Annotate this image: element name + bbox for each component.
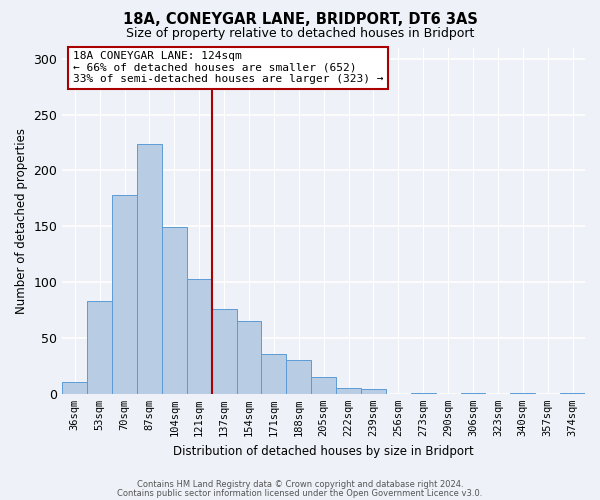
Bar [62,382,87,394]
Bar [461,392,485,394]
Bar [560,392,585,394]
Text: Contains public sector information licensed under the Open Government Licence v3: Contains public sector information licen… [118,488,482,498]
Text: Size of property relative to detached houses in Bridport: Size of property relative to detached ho… [126,28,474,40]
Bar [511,392,535,394]
Y-axis label: Number of detached properties: Number of detached properties [15,128,28,314]
Bar [262,354,286,394]
X-axis label: Distribution of detached houses by size in Bridport: Distribution of detached houses by size … [173,444,474,458]
Bar [112,195,137,394]
Bar [361,390,386,394]
Bar [411,392,436,394]
Bar [336,388,361,394]
Bar [212,309,236,394]
Text: 18A CONEYGAR LANE: 124sqm
← 66% of detached houses are smaller (652)
33% of semi: 18A CONEYGAR LANE: 124sqm ← 66% of detac… [73,51,383,84]
Bar [236,321,262,394]
Bar [286,360,311,394]
Bar [187,278,212,394]
Text: 18A, CONEYGAR LANE, BRIDPORT, DT6 3AS: 18A, CONEYGAR LANE, BRIDPORT, DT6 3AS [122,12,478,28]
Bar [137,144,162,394]
Bar [162,228,187,394]
Bar [311,377,336,394]
Text: Contains HM Land Registry data © Crown copyright and database right 2024.: Contains HM Land Registry data © Crown c… [137,480,463,489]
Bar [87,301,112,394]
